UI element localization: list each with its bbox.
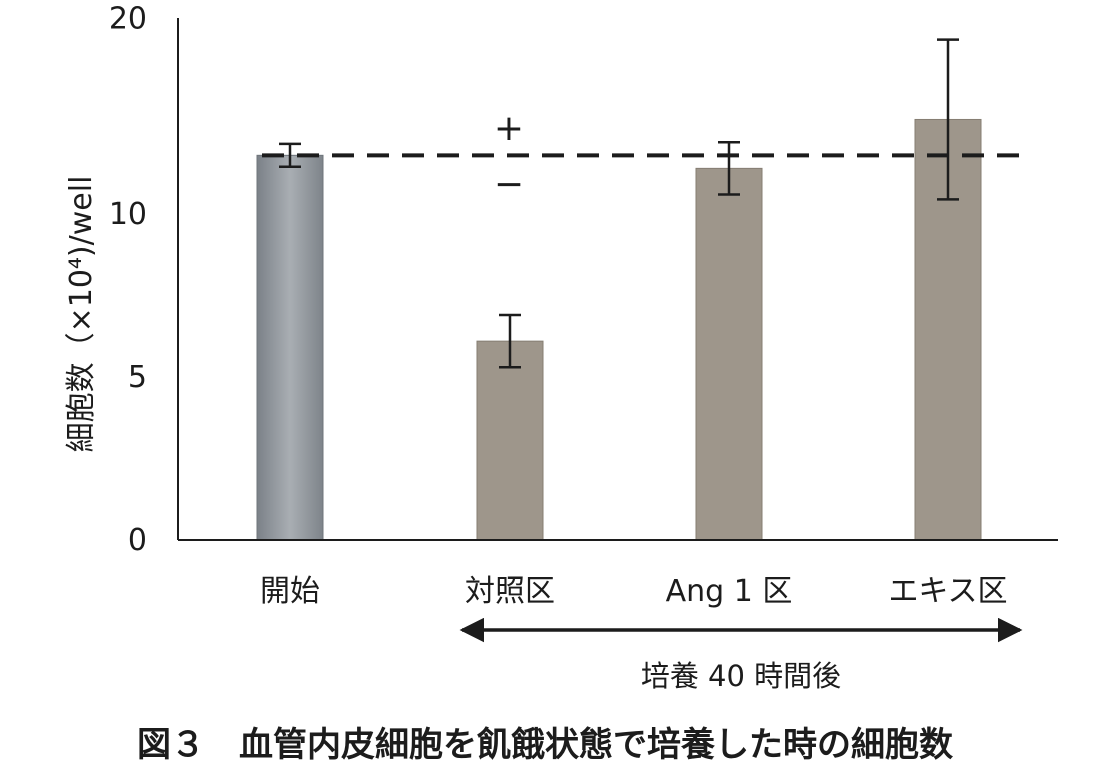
category-label: 開始 [260, 574, 320, 609]
y-tick-label: 20 [109, 1, 147, 36]
category-label: Ang 1 区 [666, 574, 793, 609]
bar [695, 167, 763, 541]
y-tick-label: 0 [128, 523, 147, 558]
span-label: 培養 40 時間後 [641, 659, 841, 693]
y-tick-label: 5 [128, 360, 147, 395]
minus-mark: − [494, 164, 524, 205]
bar [256, 154, 324, 541]
category-label: 対照区 [465, 574, 555, 609]
category-label: エキス区 [888, 574, 1007, 609]
y-tick-label: 10 [109, 197, 147, 232]
figure-caption: 図３ 血管内皮細胞を飢餓状態で培養した時の細胞数 [137, 725, 953, 765]
plus-mark: + [494, 108, 524, 149]
bar [476, 340, 544, 541]
y-axis-title: 細胞数（×10⁴)/well [64, 176, 99, 453]
